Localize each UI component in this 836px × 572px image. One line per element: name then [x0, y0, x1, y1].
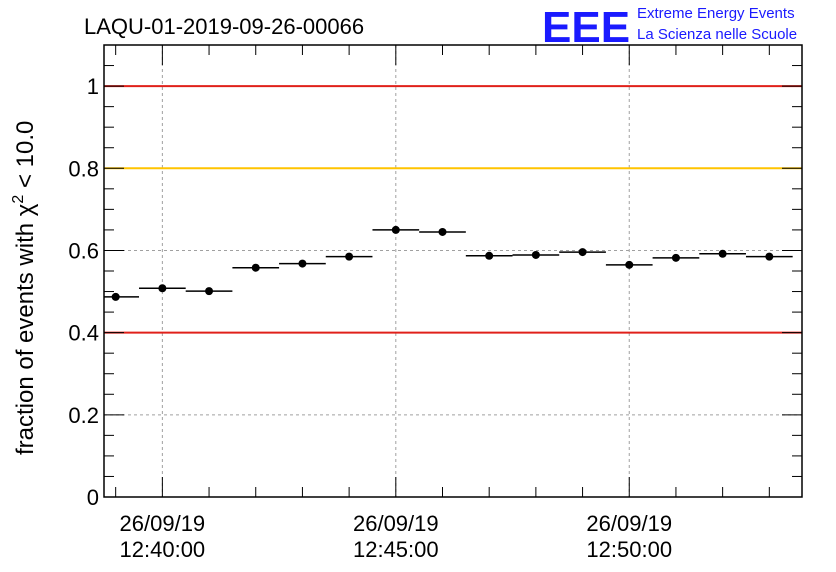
data-point	[111, 292, 120, 301]
y-tick-label: 0.8	[68, 156, 99, 181]
reference-lines	[104, 85, 802, 334]
data-point	[158, 284, 167, 293]
x-tick-label-date: 26/09/19	[353, 511, 439, 536]
data-point	[205, 287, 214, 296]
y-axis-label-suffix: < 10.0	[12, 121, 39, 195]
x-tick-label-date: 26/09/19	[120, 511, 206, 536]
tick-labels: 00.20.40.60.8126/09/1912:40:0026/09/1912…	[68, 74, 672, 562]
data-point	[625, 260, 634, 269]
y-axis-label-sup: 2	[10, 195, 27, 204]
data-point	[531, 250, 540, 259]
eee-logo-line1: Extreme Energy Events	[637, 5, 795, 22]
data-point	[765, 252, 774, 261]
data-point	[578, 248, 587, 257]
y-axis-label: fraction of events with χ2 < 10.0	[10, 121, 39, 455]
y-tick-label: 0.2	[68, 403, 99, 428]
axis-ticks	[104, 44, 802, 498]
data-point	[485, 251, 494, 260]
y-tick-label: 1	[87, 74, 99, 99]
data-points	[104, 225, 793, 301]
eee-logo-mark: EEE	[542, 3, 630, 52]
data-point	[671, 253, 680, 262]
x-tick-label-time: 12:50:00	[586, 537, 672, 562]
y-tick-label: 0.6	[68, 238, 99, 263]
y-tick-label: 0.4	[68, 321, 99, 346]
y-axis-label-prefix: fraction of events with χ	[12, 203, 39, 455]
x-tick-label-date: 26/09/19	[586, 511, 672, 536]
data-point	[251, 263, 260, 272]
data-point	[438, 227, 447, 236]
x-tick-label-time: 12:40:00	[120, 537, 206, 562]
eee-logo-line2: La Scienza nelle Scuole	[637, 26, 797, 43]
data-point	[345, 252, 354, 261]
x-tick-label-time: 12:45:00	[353, 537, 439, 562]
data-point	[718, 249, 727, 258]
grid-layer	[104, 45, 802, 497]
chart-title: LAQU-01-2019-09-26-00066	[84, 14, 364, 39]
eee-logo: EEE Extreme Energy Events La Scienza nel…	[542, 3, 797, 52]
data-point	[391, 225, 400, 234]
plot-frame	[103, 44, 803, 498]
data-point	[298, 259, 307, 268]
y-tick-label: 0	[87, 485, 99, 510]
